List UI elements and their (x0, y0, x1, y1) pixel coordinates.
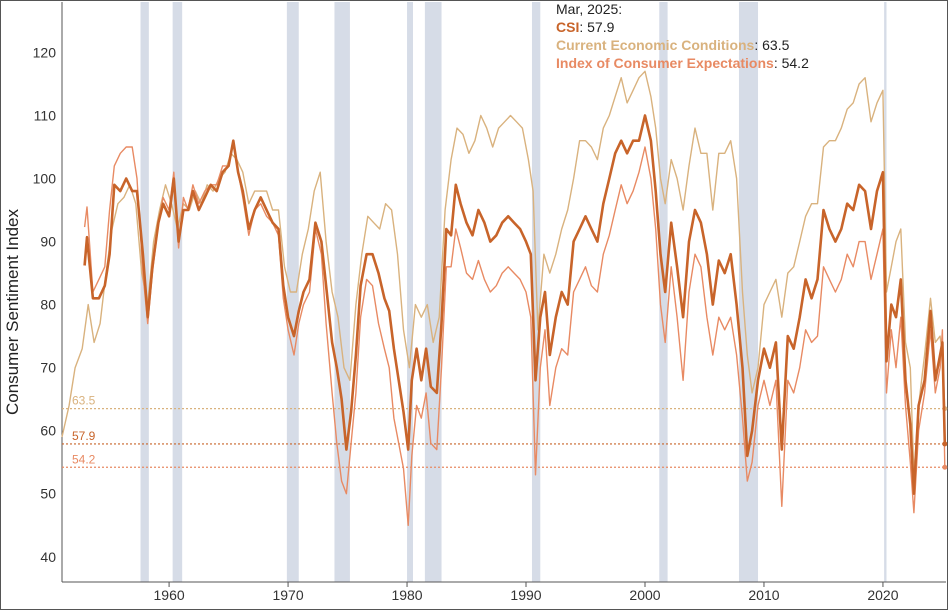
y-axis-label: Consumer Sentiment Index (3, 209, 22, 415)
y-tick-label: 120 (33, 44, 57, 60)
tooltip-value-expectations: : 54.2 (774, 55, 809, 71)
series-endpoint (942, 441, 948, 447)
y-tick-label: 90 (40, 234, 56, 250)
tooltip-name-csi: CSI (556, 19, 579, 35)
series-line-current-conditions[interactable] (61, 70, 946, 476)
recession-band (659, 2, 668, 582)
x-tick-label: 2020 (867, 587, 898, 603)
x-tick-label: 1980 (391, 587, 422, 603)
tooltip-value-csi: : 57.9 (579, 19, 614, 35)
y-tick-label: 40 (40, 549, 56, 565)
reference-line-label: 63.5 (72, 394, 96, 408)
series-line-expectations[interactable] (83, 140, 946, 526)
y-tick-label: 60 (40, 423, 56, 439)
x-tick-label: 2010 (748, 587, 779, 603)
tooltip-name-current: Current Economic Conditions (556, 37, 755, 53)
x-ticks: 1960 1970 1980 1990 2000 2010 2020 (154, 582, 899, 603)
recession-bands (140, 2, 887, 582)
x-tick-label: 1960 (154, 587, 185, 603)
y-tick-label: 100 (33, 171, 57, 187)
axes (61, 2, 946, 583)
tooltip-line-csi: CSI: 57.9 (556, 19, 615, 35)
recession-band (334, 2, 350, 582)
tooltip-line-expectations: Index of Consumer Expectations: 54.2 (556, 55, 809, 71)
series-lines (61, 70, 948, 526)
tooltip: Mar, 2025: CSI: 57.9 Current Economic Co… (556, 1, 809, 71)
tooltip-date: Mar, 2025: (556, 1, 622, 17)
recession-band (407, 2, 413, 582)
y-tick-label: 80 (40, 297, 56, 313)
y-tick-label: 50 (40, 486, 56, 502)
tooltip-name-expectations: Index of Consumer Expectations (556, 55, 774, 71)
y-tick-label: 70 (40, 360, 56, 376)
reference-line-label: 54.2 (72, 452, 96, 466)
x-tick-label: 2000 (629, 587, 660, 603)
series-line-csi[interactable] (83, 114, 947, 495)
recession-band (424, 2, 442, 582)
reference-line-label: 57.9 (72, 429, 96, 443)
reference-lines: 63.5 57.9 54.2 (62, 394, 946, 468)
x-tick-label: 1970 (272, 587, 303, 603)
y-tick-label: 110 (34, 107, 57, 123)
tooltip-line-current: Current Economic Conditions: 63.5 (556, 37, 790, 53)
series-endpoint (942, 464, 948, 470)
tooltip-value-current: : 63.5 (754, 37, 789, 53)
recession-band (172, 2, 183, 582)
y-ticks: 40 50 60 70 80 90 100 110 120 (33, 44, 57, 564)
x-tick-label: 1990 (510, 587, 541, 603)
